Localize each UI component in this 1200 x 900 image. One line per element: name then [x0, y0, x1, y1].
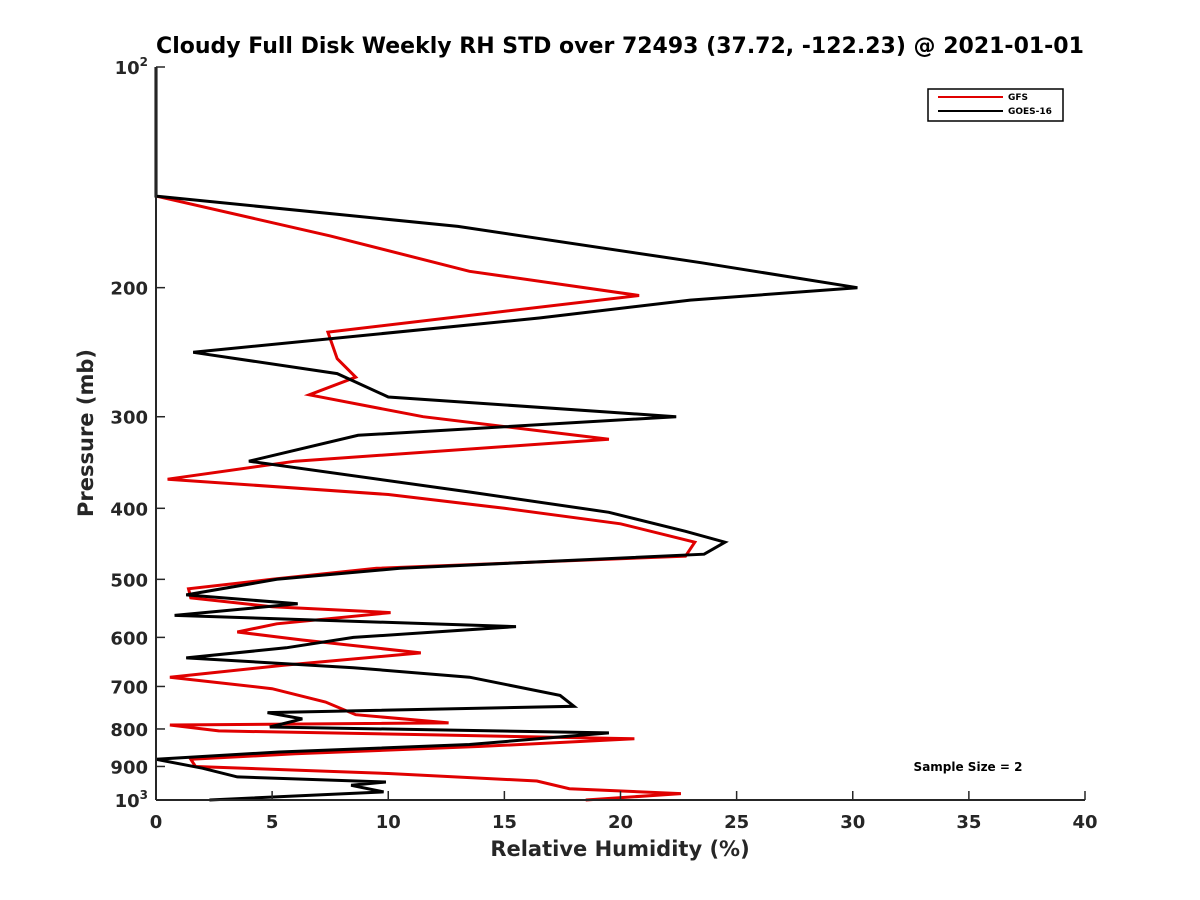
y-tick-label: 900	[110, 757, 148, 778]
legend-label-gfs: GFS	[1008, 93, 1028, 103]
series-layer	[154, 67, 858, 802]
x-tick-label: 10	[376, 812, 401, 833]
x-tick-label: 0	[150, 812, 163, 833]
x-axis-label: Relative Humidity (%)	[490, 837, 749, 861]
chart-title: Cloudy Full Disk Weekly RH STD over 7249…	[156, 34, 1084, 59]
legend: GFS GOES-16	[927, 88, 1064, 122]
plot-area: 0 5 10 15 20 25 30 35 40 102 200 300 400 500 600 700 80…	[110, 55, 1097, 833]
y-tick-label: 400	[110, 499, 148, 520]
series-line-gfs	[154, 67, 698, 802]
y-tick-label: 500	[110, 570, 148, 591]
y-tick-label: 800	[110, 720, 148, 741]
x-tick-label: 30	[840, 812, 865, 833]
y-tick-label: 103	[115, 788, 148, 812]
y-tick-label: 300	[110, 408, 148, 429]
y-axis-label: Pressure (mb)	[74, 349, 98, 517]
legend-box	[927, 88, 1064, 122]
y-tick-label: 200	[110, 279, 148, 300]
y-tick-label: 600	[110, 628, 148, 649]
x-tick-label: 15	[492, 812, 517, 833]
x-tick-label: 25	[724, 812, 749, 833]
x-ticks: 0 5 10 15 20 25 30 35 40	[150, 791, 1098, 833]
y-ticks: 102 200 300 400 500 600 700 800 900 103	[110, 55, 165, 812]
x-tick-label: 40	[1072, 812, 1097, 833]
sample-size-annotation: Sample Size = 2	[914, 760, 1023, 774]
legend-label-goes-16: GOES-16	[1008, 107, 1052, 117]
x-tick-label: 35	[956, 812, 981, 833]
x-tick-label: 5	[266, 812, 279, 833]
x-tick-label: 20	[608, 812, 633, 833]
y-tick-label: 700	[110, 677, 148, 698]
y-tick-label: 102	[115, 55, 148, 79]
series-line-goes-16	[154, 67, 858, 802]
